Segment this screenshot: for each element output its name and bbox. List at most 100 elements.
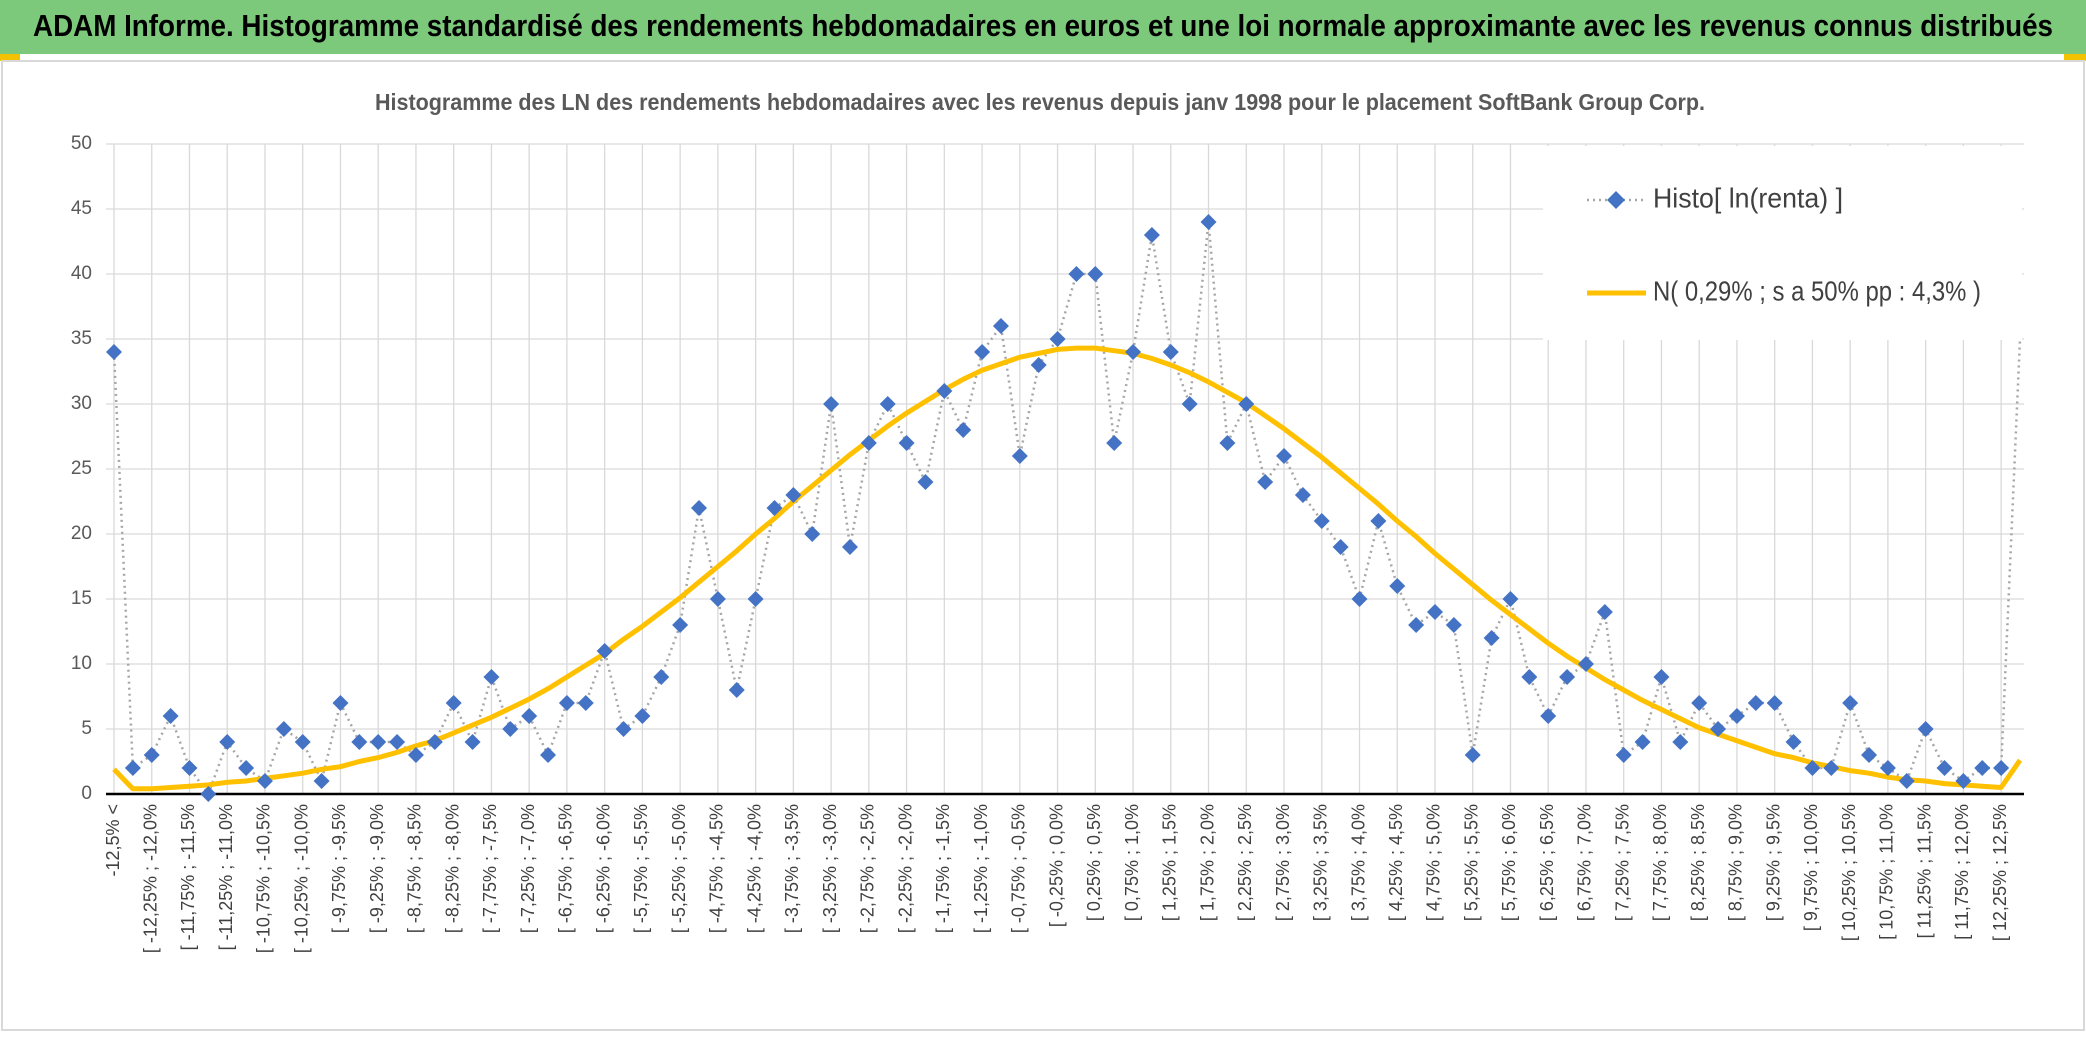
x-tick-label: [ -11,25% ; -11,0%	[216, 804, 236, 950]
data-point	[1898, 773, 1915, 789]
data-point	[1087, 266, 1104, 282]
x-tick-label: [ -9,75% ; -9,5%	[329, 804, 349, 933]
x-tick-label: [ 9,25% ; 9,5%	[1763, 804, 1783, 921]
x-tick-label: [ -6,25% ; -6,0%	[593, 804, 613, 933]
x-tick-label: [ -10,75% ; -10,5%	[254, 804, 274, 953]
x-tick-label: [ 4,75% ; 5,0%	[1424, 804, 1444, 921]
data-point	[1974, 760, 1991, 776]
x-tick-label: [ -1,25% ; -1,0%	[971, 804, 991, 933]
data-point	[1464, 747, 1481, 763]
x-tick-label: [ 3,75% ; 4,0%	[1348, 804, 1368, 921]
data-point	[294, 734, 311, 750]
data-point	[124, 760, 141, 776]
data-point	[1766, 695, 1783, 711]
x-tick-label: [ -0,75% ; -0,5%	[1009, 804, 1029, 933]
data-point	[1577, 656, 1594, 672]
data-point	[1370, 513, 1387, 529]
data-point	[483, 669, 500, 685]
x-tick-label: [ 8,25% ; 8,5%	[1688, 804, 1708, 921]
corner-accent	[0, 54, 20, 61]
data-point	[1276, 448, 1293, 464]
x-tick-label: [ -3,75% ; -3,5%	[782, 804, 802, 933]
data-point	[1804, 760, 1821, 776]
data-point	[1710, 721, 1727, 737]
x-tick-label: [ -4,75% ; -4,5%	[707, 804, 727, 933]
data-point	[407, 747, 424, 763]
legend-label: N( 0,29% ; s a 50% pp : 4,3% )	[1653, 275, 1981, 306]
x-tick-label: [ -7,25% ; -7,0%	[518, 804, 538, 933]
chart-frame	[1, 60, 2085, 1031]
data-point	[1238, 396, 1255, 412]
data-point	[898, 435, 915, 451]
data-point	[502, 721, 519, 737]
data-point	[691, 500, 708, 516]
header-bar	[0, 0, 2086, 54]
legend-box	[1543, 146, 2022, 340]
data-point	[1408, 617, 1425, 633]
data-point	[1200, 214, 1217, 230]
x-tick-label: [ 7,75% ; 8,0%	[1650, 804, 1670, 921]
data-point	[1672, 734, 1689, 750]
x-tick-label: [ -7,75% ; -7,5%	[480, 804, 500, 933]
x-tick-label: [ 5,25% ; 5,5%	[1461, 804, 1481, 921]
data-point	[238, 760, 255, 776]
data-point	[1332, 539, 1349, 555]
data-point	[389, 734, 406, 750]
x-tick-label: [ 9,75% ; 10,0%	[1801, 804, 1821, 931]
data-point	[1823, 760, 1840, 776]
data-point	[1143, 227, 1160, 243]
x-tick-label: [ -5,25% ; -5,0%	[669, 804, 689, 933]
data-point	[974, 344, 991, 360]
data-point	[370, 734, 387, 750]
x-tick-label: [ 6,25% ; 6,5%	[1537, 804, 1557, 921]
x-tick-label: -12,5% <	[103, 804, 123, 877]
y-tick-label: 40	[71, 263, 92, 284]
x-tick-label: [ 10,75% ; 11,0%	[1877, 804, 1897, 940]
x-tick-label: [ -9,25% ; -9,0%	[367, 804, 387, 933]
x-tick-label: [ -6,75% ; -6,5%	[556, 804, 576, 933]
data-point	[1030, 357, 1047, 373]
data-point	[615, 721, 632, 737]
x-tick-label: [ 10,25% ; 10,5%	[1839, 804, 1859, 941]
x-tick-label: [ 2,75% ; 3,0%	[1273, 804, 1293, 921]
data-point	[577, 695, 594, 711]
x-tick-label: [ -0,25% ; 0,0%	[1046, 804, 1066, 927]
data-point	[955, 422, 972, 438]
corner-accent	[2064, 54, 2086, 61]
data-point	[1257, 474, 1274, 490]
data-point	[1955, 773, 1972, 789]
y-tick-label: 5	[81, 718, 92, 739]
x-tick-label: [ 1,25% ; 1,5%	[1160, 804, 1180, 921]
x-tick-label: [ 11,25% ; 11,5%	[1914, 804, 1934, 938]
chart-title: Histogramme des LN des rendements hebdom…	[375, 89, 1705, 115]
data-point	[106, 344, 122, 360]
data-point	[464, 734, 481, 750]
data-point	[917, 474, 934, 490]
data-point	[1426, 604, 1443, 620]
y-tick-label: 10	[71, 653, 92, 674]
data-point	[1445, 617, 1462, 633]
series-line	[112, 221, 2022, 797]
legend-marker	[1607, 191, 1625, 209]
y-tick-label: 30	[71, 393, 92, 414]
x-tick-label: [ -2,75% ; -2,5%	[858, 804, 878, 933]
data-point	[1634, 734, 1651, 750]
data-point	[1502, 591, 1519, 607]
data-point	[1483, 630, 1500, 646]
data-point	[143, 747, 160, 763]
data-point	[1615, 747, 1632, 763]
data-point	[1540, 708, 1557, 724]
y-tick-label: 35	[71, 328, 92, 349]
data-point	[653, 669, 670, 685]
legend-label: Histo[ ln(renta) ]	[1653, 182, 1843, 213]
x-tick-label: [ 3,25% ; 3,5%	[1311, 804, 1331, 921]
x-tick-label: [ 4,25% ; 4,5%	[1386, 804, 1406, 921]
data-point	[1559, 669, 1576, 685]
data-point	[1917, 721, 1934, 737]
data-point	[426, 734, 443, 750]
data-point	[1181, 396, 1198, 412]
data-point	[1011, 448, 1028, 464]
x-tick-label: [ -2,25% ; -2,0%	[895, 804, 915, 933]
x-tick-label: [ 0,75% ; 1,0%	[1122, 804, 1142, 921]
